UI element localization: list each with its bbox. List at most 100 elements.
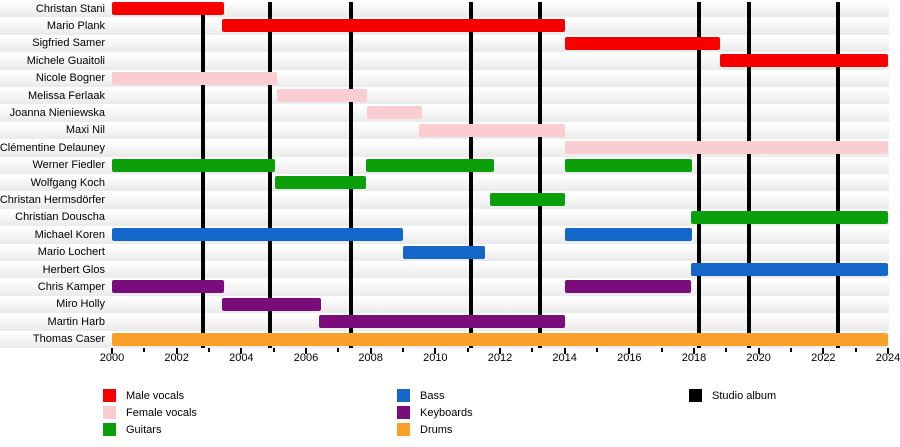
axis-tick-label: 2010 (423, 352, 448, 364)
member-label: Joanna Nieniewska (9, 107, 105, 120)
legend-entry-keyboards: Keyboards (397, 406, 473, 419)
row-stripe (0, 34, 889, 53)
axis-minor-tick (466, 348, 469, 352)
axis-major-tick (822, 348, 825, 354)
legend-swatch-male-vocals (103, 389, 116, 402)
axis-minor-tick (272, 348, 275, 352)
axis-tick-label: 2002 (164, 352, 189, 364)
axis-major-tick (175, 348, 178, 354)
tenure-bar-guitars (275, 176, 366, 189)
axis-minor-tick (854, 348, 857, 352)
axis-minor-tick (596, 348, 598, 352)
tenure-bar-drums (112, 332, 888, 346)
tenure-bar-guitars (490, 193, 565, 207)
tenure-bar-keyboards (564, 280, 691, 294)
tenure-bar-bass (690, 263, 888, 276)
legend-swatch-guitars (103, 423, 116, 436)
member-label: Thomas Caser (32, 333, 105, 346)
legend-entry-female-vocals: Female vocals (103, 406, 197, 419)
axis-major-tick (757, 348, 760, 354)
studio-album-line (349, 2, 354, 348)
legend-label: Guitars (126, 423, 162, 436)
studio-album-line (746, 2, 751, 348)
tenure-bar-bass (112, 228, 403, 242)
tenure-bar-guitars (365, 158, 494, 172)
axis-major-tick (628, 348, 631, 354)
legend-label: Studio album (712, 389, 777, 402)
row-stripe (0, 295, 889, 314)
tenure-bar-keyboards (318, 315, 565, 329)
row-stripe (0, 104, 889, 122)
tenure-bar-guitars (112, 158, 276, 172)
tenure-bar-male_vocals (112, 2, 224, 15)
tenure-bar-female_vocals (564, 141, 888, 155)
axis-tick-label: 2008 (358, 352, 383, 364)
studio-album-line (468, 2, 473, 348)
member-label: Melissa Ferlaak (27, 89, 105, 102)
axis-tick-label: 2016 (617, 352, 642, 364)
axis-minor-tick (725, 348, 728, 352)
legend-swatch-bass (397, 389, 410, 402)
legend-entry-guitars: Guitars (103, 423, 161, 436)
member-label: Mario Plank (46, 20, 105, 33)
tenure-bar-keyboards (112, 280, 224, 294)
axis-tick-label: 2004 (229, 352, 254, 364)
tenure-bar-guitars (690, 210, 888, 224)
studio-album-line (538, 2, 543, 348)
legend-entry-bass: Bass (397, 389, 444, 402)
member-label: Michael Koren (34, 228, 105, 241)
studio-album-line (200, 2, 205, 348)
member-label: Nicole Bogner (35, 72, 105, 85)
legend-label: Bass (420, 389, 445, 402)
member-label: Miro Holly (56, 298, 105, 311)
axis-tick-label: 2000 (99, 352, 125, 364)
legend-label: Female vocals (126, 406, 197, 419)
legend-swatch-studio-album (689, 389, 702, 402)
axis-major-tick (111, 348, 113, 354)
axis-minor-tick (143, 348, 146, 352)
axis-major-tick (369, 348, 372, 354)
tenure-bar-male_vocals (719, 54, 888, 68)
tenure-bar-female_vocals (112, 71, 277, 85)
tenure-bar-female_vocals (367, 106, 423, 120)
axis-major-tick (887, 348, 889, 354)
member-label: Martin Harb (47, 315, 105, 328)
axis-major-tick (240, 348, 243, 354)
member-label: Herbert Glos (42, 263, 105, 276)
row-stripe (0, 87, 889, 105)
member-label: Clémentine Delauney (0, 141, 105, 154)
axis-minor-tick (660, 348, 663, 352)
member-label: Michele Guaitoli (26, 54, 105, 67)
row-stripe (0, 261, 889, 279)
axis-major-tick (693, 348, 695, 354)
tenure-bar-bass (564, 228, 693, 242)
axis-major-tick (563, 348, 566, 354)
studio-album-line (696, 2, 701, 348)
legend-entry-drums: Drums (397, 423, 452, 436)
axis-major-tick (499, 348, 501, 354)
tenure-bar-female_vocals (419, 123, 565, 137)
row-stripe (0, 174, 889, 192)
axis-tick-label: 2006 (293, 352, 319, 364)
member-label: Christan Hermsdörfer (0, 194, 105, 207)
member-label: Wolfgang Koch (30, 176, 105, 189)
tenure-bar-male_vocals (221, 19, 565, 33)
legend-swatch-female-vocals (103, 406, 116, 419)
legend-swatch-keyboards (397, 406, 410, 419)
row-stripe (0, 208, 889, 227)
axis-tick-label: 2018 (681, 352, 707, 364)
legend-label: Drums (420, 423, 453, 436)
legend-entry-male-vocals: Male vocals (103, 389, 184, 402)
axis-major-tick (305, 348, 307, 354)
row-stripe (0, 191, 889, 209)
legend-label: Male vocals (126, 389, 185, 402)
axis-major-tick (434, 348, 437, 354)
legend-entry-studio-album: Studio album (689, 389, 776, 402)
row-stripe (0, 52, 889, 70)
axis-minor-tick (402, 348, 404, 352)
legend-label: Keyboards (420, 406, 473, 419)
studio-album-line (835, 2, 840, 348)
member-label: Christan Stani (35, 2, 105, 15)
tenure-bar-male_vocals (564, 36, 720, 50)
